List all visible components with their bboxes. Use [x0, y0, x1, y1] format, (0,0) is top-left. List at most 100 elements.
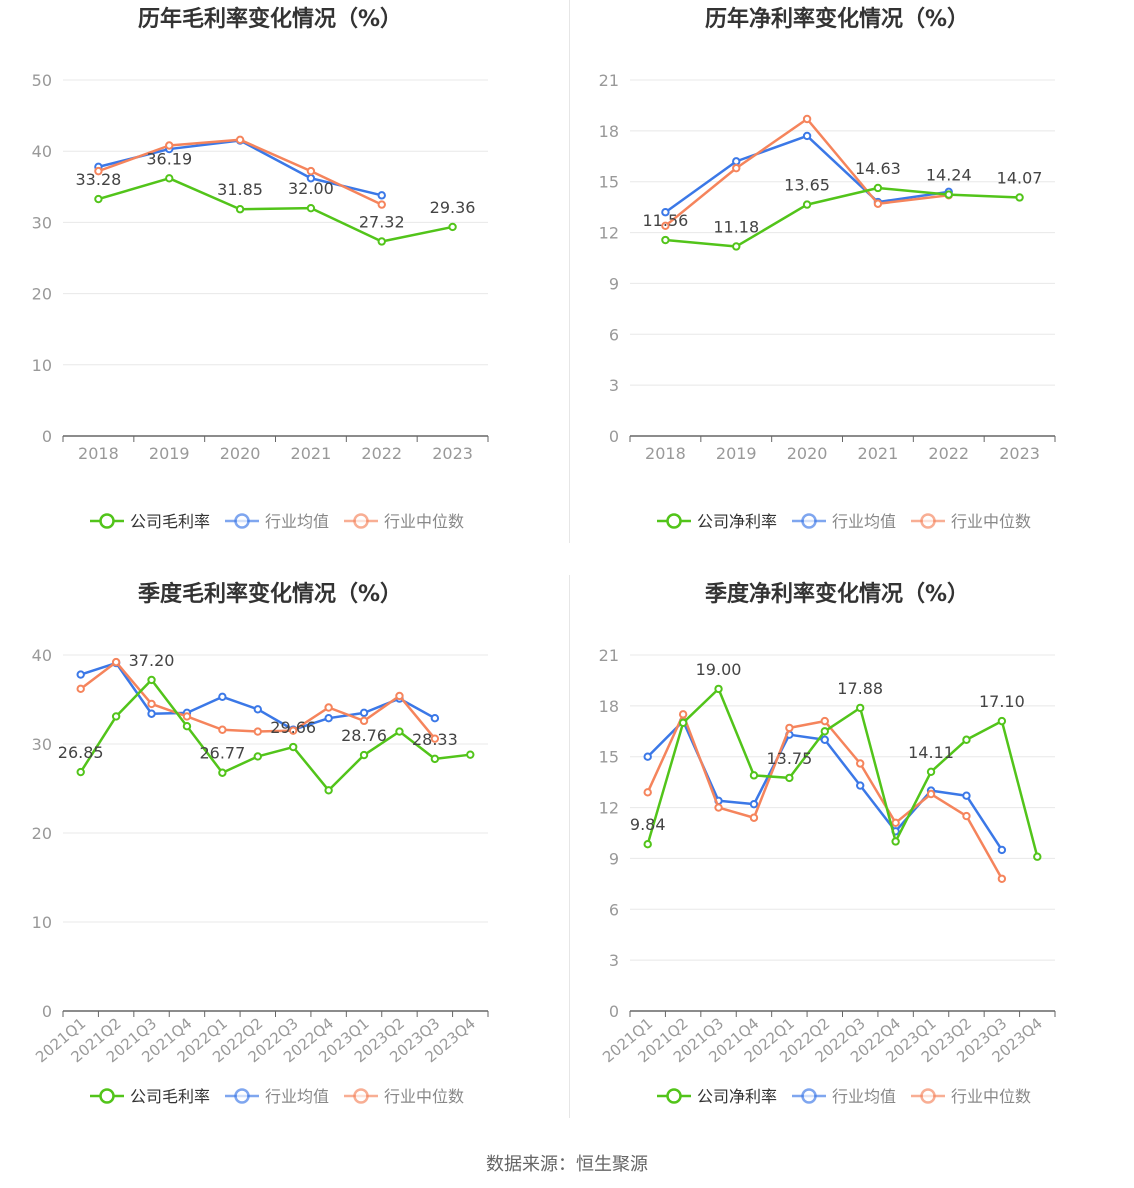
data-point — [749, 799, 759, 809]
data-label: 26.85 — [58, 743, 104, 762]
y-tick-label: 50 — [32, 71, 52, 90]
x-tick-label: 2019 — [716, 444, 757, 463]
legend-marker — [99, 513, 115, 529]
x-tick-label: 2023 — [432, 444, 473, 463]
data-point — [218, 725, 227, 734]
legend-marker — [353, 513, 369, 529]
y-tick-label: 3 — [609, 951, 619, 970]
data-point — [749, 813, 759, 822]
data-point — [395, 691, 404, 701]
data-point — [76, 767, 85, 777]
legend-label: 公司毛利率 — [130, 512, 210, 531]
x-tick-label: 2018 — [78, 444, 119, 463]
data-label: 33.28 — [76, 170, 122, 189]
data-point — [395, 727, 404, 736]
legend-marker — [234, 513, 250, 529]
x-tick-label: 2023 — [999, 444, 1040, 463]
divider-bottom — [569, 575, 570, 1118]
data-point — [749, 771, 759, 780]
data-point — [661, 235, 670, 245]
data-label: 19.00 — [696, 660, 742, 679]
data-point — [856, 703, 865, 713]
data-point — [714, 684, 723, 694]
data-point — [94, 166, 103, 176]
data-point — [235, 135, 245, 145]
data-point — [253, 705, 262, 714]
series-line-0 — [98, 177, 453, 243]
data-point — [891, 818, 900, 828]
y-tick-label: 20 — [32, 285, 52, 304]
x-tick-label: 2020 — [220, 444, 261, 463]
chart-title: 历年净利率变化情况（%） — [705, 6, 969, 32]
data-point — [182, 712, 192, 721]
legend-marker — [801, 1088, 817, 1104]
data-point — [732, 242, 741, 251]
data-point — [785, 773, 794, 783]
legend-label: 公司净利率 — [697, 1087, 777, 1106]
data-point — [359, 708, 369, 718]
y-tick-label: 12 — [599, 224, 619, 243]
data-label: 37.20 — [129, 651, 175, 670]
data-label: 36.19 — [146, 149, 192, 168]
data-point — [235, 205, 245, 214]
data-point — [802, 131, 812, 141]
legend-marker — [234, 1088, 250, 1104]
data-point — [94, 194, 103, 204]
legend-label: 行业中位数 — [384, 1087, 464, 1106]
x-tick-label: 2021 — [291, 444, 332, 463]
y-tick-label: 15 — [599, 748, 619, 767]
series-line-0 — [646, 687, 1039, 858]
data-label: 9.84 — [630, 815, 666, 834]
data-source: 数据来源：恒生聚源 — [486, 1154, 648, 1175]
data-point — [944, 190, 953, 199]
data-point — [324, 703, 333, 712]
y-tick-label: 10 — [32, 913, 52, 932]
data-label: 13.75 — [766, 749, 812, 768]
divider-top — [569, 0, 570, 543]
legend-marker — [666, 1088, 682, 1104]
x-tick-label: 2018 — [645, 444, 686, 463]
legend-marker — [353, 1088, 369, 1104]
data-label: 14.24 — [926, 166, 972, 185]
data-point — [643, 752, 652, 761]
y-tick-label: 30 — [32, 213, 52, 232]
data-point — [430, 713, 440, 723]
data-point — [306, 166, 316, 176]
data-point — [785, 723, 794, 733]
data-label: 32.00 — [288, 179, 334, 198]
data-point — [997, 716, 1007, 726]
y-tick-label: 10 — [32, 356, 52, 375]
chart-title: 季度净利率变化情况（%） — [705, 581, 969, 607]
data-point — [111, 657, 121, 667]
data-label: 14.63 — [855, 159, 901, 178]
data-label: 14.07 — [997, 168, 1043, 187]
legend-label: 公司毛利率 — [130, 1087, 210, 1106]
data-point — [324, 786, 333, 795]
data-point — [802, 200, 812, 209]
data-point — [111, 712, 121, 721]
data-label: 17.88 — [837, 679, 883, 698]
y-tick-label: 18 — [599, 122, 619, 141]
data-label: 26.77 — [199, 744, 245, 763]
data-point — [147, 709, 156, 718]
data-point — [732, 163, 741, 173]
y-tick-label: 3 — [609, 376, 619, 395]
data-point — [306, 203, 316, 213]
chart-title: 季度毛利率变化情况（%） — [138, 581, 402, 607]
data-point — [856, 781, 865, 790]
legend-label: 行业中位数 — [384, 512, 464, 531]
data-point — [218, 768, 227, 777]
x-tick-label: 2022 — [928, 444, 969, 463]
y-tick-label: 12 — [599, 799, 619, 818]
data-point — [926, 767, 936, 777]
data-point — [76, 670, 85, 679]
data-label: 28.33 — [412, 730, 458, 749]
data-point — [661, 208, 670, 217]
data-point — [643, 788, 652, 797]
legend-marker — [801, 513, 817, 529]
legend-label: 行业均值 — [832, 1087, 896, 1106]
legend-label: 行业均值 — [832, 512, 896, 531]
data-label: 29.36 — [430, 198, 476, 217]
y-tick-label: 6 — [609, 325, 619, 344]
y-tick-label: 30 — [32, 735, 52, 754]
